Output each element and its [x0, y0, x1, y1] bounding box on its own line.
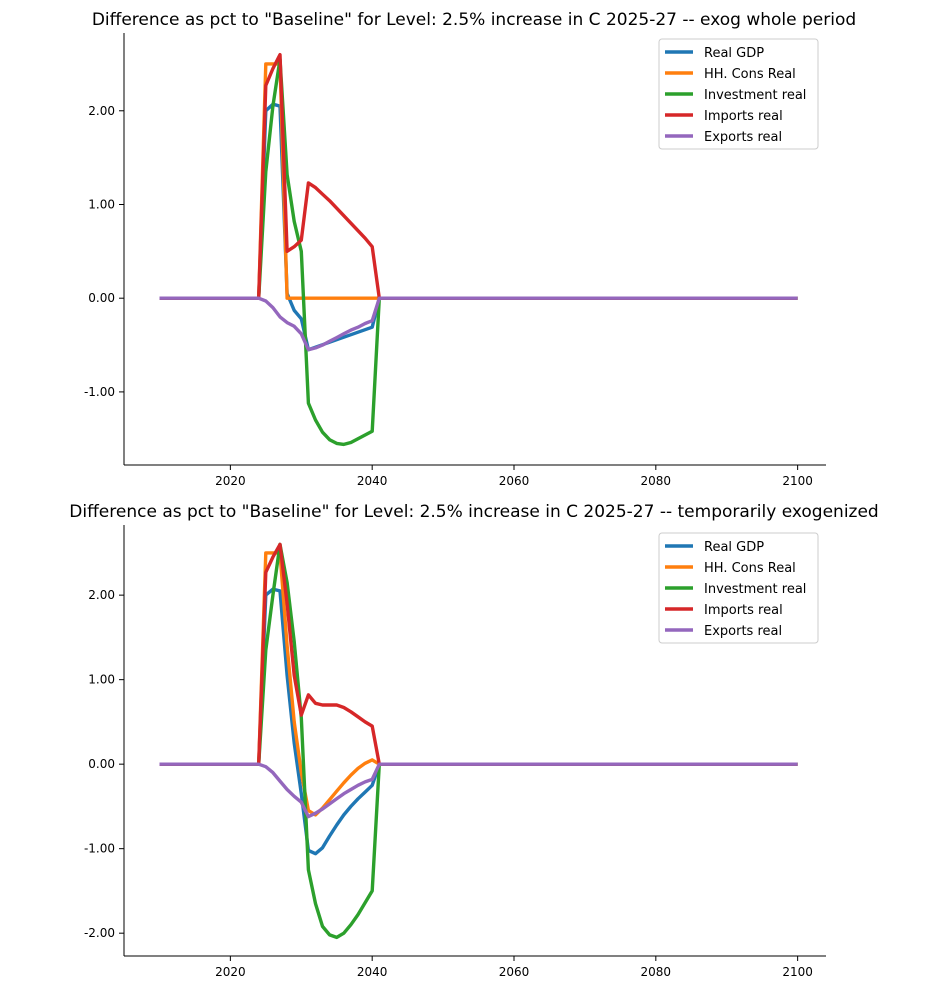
y-tick-label-bottom: -2.00 — [84, 926, 115, 940]
plot-area-top: 2020 2040 2060 2080 2100 -1.00 0.00 1.00 2.00 Rea… — [84, 33, 826, 488]
x-tick-label-bottom: 2020 — [215, 965, 246, 979]
legend-label-hh-cons-real-top: HH. Cons Real — [704, 67, 796, 82]
legend-bottom: Real GDP HH. Cons Real Investment real Impo… — [658, 532, 819, 644]
legend-label-investment-real-bottom: Investment real — [704, 582, 806, 597]
y-tick-label-bottom: -1.00 — [84, 842, 115, 856]
x-tick-label-bottom: 2080 — [641, 965, 672, 979]
legend-label-imports-real-bottom: Imports real — [704, 603, 783, 618]
x-tick-label-top: 2020 — [215, 474, 246, 488]
plot-area-bottom: 2020 2040 2060 2080 2100 -2.00 -1.00 0.00 1.00 2.… — [84, 525, 826, 979]
y-tick-label-bottom: 1.00 — [88, 673, 115, 687]
legend-label-investment-real-top: Investment real — [704, 88, 806, 103]
chart-panel-bottom: Difference as pct to "Baseline" for Leve… — [69, 502, 878, 979]
x-tick-label-bottom: 2060 — [499, 965, 530, 979]
legend-label-hh-cons-real-bottom: HH. Cons Real — [704, 561, 796, 576]
series-group-bottom — [159, 542, 798, 940]
series-line-imports-real-bottom — [159, 542, 798, 766]
series-line-investment-real-bottom — [159, 542, 798, 940]
y-tick-label-top: 2.00 — [88, 104, 115, 118]
series-line-imports-real-top — [159, 52, 798, 300]
y-tick-label-top: -1.00 — [84, 385, 115, 399]
y-tick-label-bottom: 0.00 — [88, 757, 115, 771]
y-tick-label-top: 1.00 — [88, 197, 115, 211]
legend-label-real-gdp-bottom: Real GDP — [704, 540, 764, 555]
legend-frame-bottom — [658, 532, 819, 644]
x-tick-label-top: 2040 — [357, 474, 388, 488]
series-line-exports-real-top — [159, 296, 798, 352]
chart-panel-top: Difference as pct to "Baseline" for Leve… — [84, 10, 856, 488]
legend-top: Real GDP HH. Cons Real Investment real Impo… — [658, 38, 819, 150]
y-tick-label-top: 0.00 — [88, 291, 115, 305]
series-line-investment-real-top — [159, 57, 798, 447]
x-tick-label-bottom: 2040 — [357, 965, 388, 979]
chart-title-bottom: Difference as pct to "Baseline" for Leve… — [69, 502, 878, 522]
legend-label-exports-real-top: Exports real — [704, 130, 782, 145]
x-tick-label-top: 2080 — [641, 474, 672, 488]
y-tick-label-bottom: 2.00 — [88, 588, 115, 602]
legend-label-exports-real-bottom: Exports real — [704, 624, 782, 639]
series-line-exports-real-bottom — [159, 762, 798, 819]
legend-label-imports-real-top: Imports real — [704, 109, 783, 124]
legend-frame-top — [658, 38, 819, 150]
x-tick-label-bottom: 2100 — [782, 965, 813, 979]
legend-label-real-gdp-top: Real GDP — [704, 46, 764, 61]
x-tick-label-top: 2060 — [499, 474, 530, 488]
x-tick-label-top: 2100 — [782, 474, 813, 488]
series-group-top — [159, 52, 798, 447]
chart-title-top: Difference as pct to "Baseline" for Leve… — [92, 10, 856, 30]
